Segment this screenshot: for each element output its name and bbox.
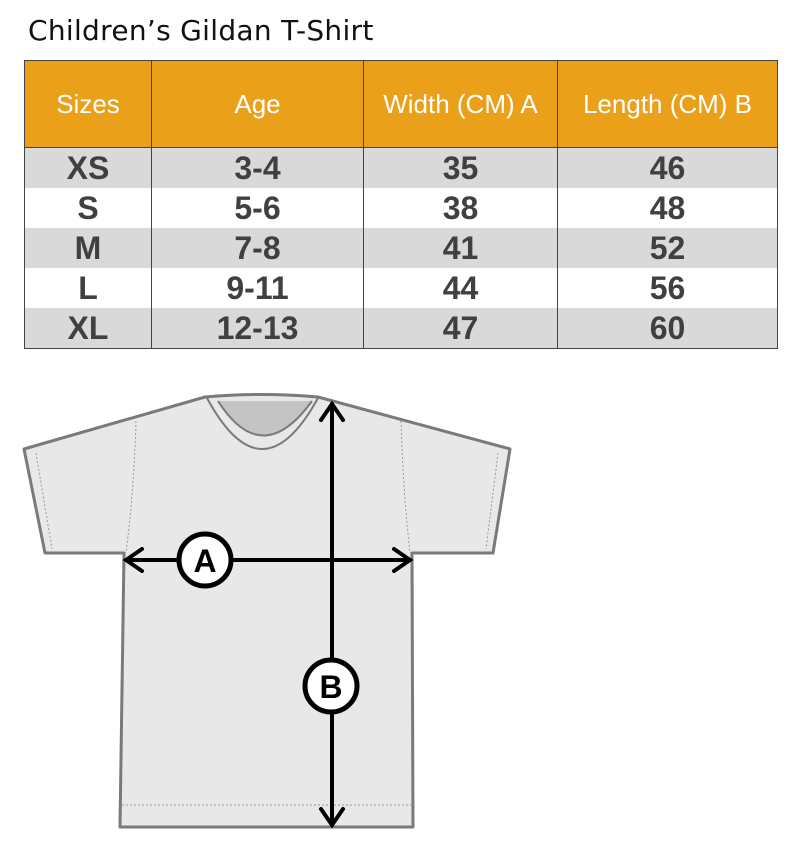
cell-width: 41 [363, 228, 558, 268]
cell-width: 47 [363, 308, 558, 349]
cell-age: 12-13 [151, 308, 364, 349]
table-row: XL 12-13 47 60 [24, 308, 778, 349]
cell-width: 38 [363, 188, 558, 228]
cell-size: XS [24, 147, 152, 188]
label-a: A [193, 543, 216, 579]
cell-age: 5-6 [151, 188, 364, 228]
cell-age: 7-8 [151, 228, 364, 268]
cell-age: 3-4 [151, 147, 364, 188]
cell-length: 60 [557, 308, 778, 349]
cell-length: 48 [557, 188, 778, 228]
cell-size: S [24, 188, 152, 228]
table-row: XS 3-4 35 46 [24, 147, 778, 188]
chart-title: Children’s Gildan T-Shirt [28, 14, 374, 47]
table-row: M 7-8 41 52 [24, 228, 778, 268]
cell-length: 46 [557, 147, 778, 188]
label-b: B [319, 669, 342, 705]
size-table: Sizes Age Width (CM) A Length (CM) B XS … [24, 60, 778, 349]
table-header-row: Sizes Age Width (CM) A Length (CM) B [24, 60, 778, 148]
table-row: L 9-11 44 56 [24, 268, 778, 308]
label-b-badge: B [302, 657, 360, 715]
cell-age: 9-11 [151, 268, 364, 308]
cell-width: 44 [363, 268, 558, 308]
cell-width: 35 [363, 147, 558, 188]
table-row: S 5-6 38 48 [24, 188, 778, 228]
measure-arrows [122, 400, 414, 829]
header-sizes: Sizes [24, 60, 152, 148]
cell-size: XL [24, 308, 152, 349]
header-width: Width (CM) A [363, 60, 558, 148]
header-age: Age [151, 60, 364, 148]
header-length: Length (CM) B [557, 60, 778, 148]
cell-size: M [24, 228, 152, 268]
cell-length: 52 [557, 228, 778, 268]
cell-length: 56 [557, 268, 778, 308]
tshirt-outline [22, 393, 512, 829]
label-a-badge: A [176, 531, 234, 589]
stitch-lines [35, 420, 499, 806]
